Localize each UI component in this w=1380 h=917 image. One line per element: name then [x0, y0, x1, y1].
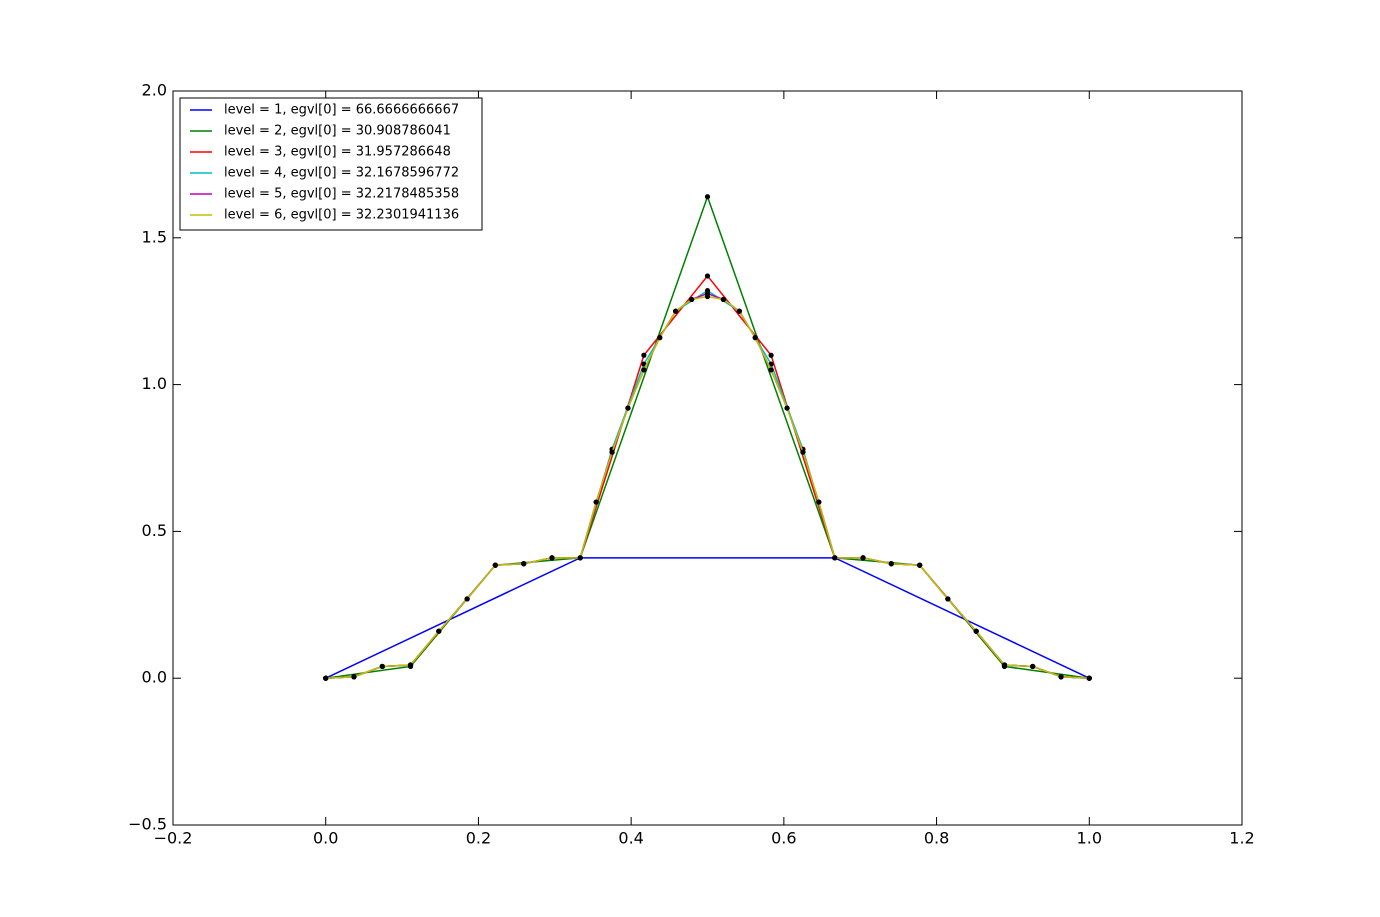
- data-point: [464, 596, 470, 602]
- data-point: [736, 308, 742, 314]
- data-point: [379, 663, 385, 670]
- data-point: [673, 308, 679, 314]
- data-point: [641, 367, 647, 373]
- legend-label: level = 4, egvl[0] = 32.1678596772: [224, 166, 459, 181]
- data-point: [752, 335, 758, 341]
- data-point: [945, 596, 951, 602]
- data-point: [323, 675, 329, 681]
- data-point: [888, 561, 894, 567]
- legend-frame: [179, 97, 483, 231]
- legend-label: level = 3, egvl[0] = 31.957286648: [224, 145, 451, 160]
- data-point: [1001, 662, 1008, 668]
- data-point: [704, 194, 711, 200]
- data-point: [704, 293, 711, 300]
- data-point: [917, 562, 923, 568]
- data-point: [1030, 663, 1036, 670]
- data-point: [625, 405, 631, 411]
- y-tick-label: 0.5: [142, 521, 167, 540]
- y-tick-label: 1.0: [142, 374, 167, 393]
- data-point: [577, 555, 583, 561]
- data-point: [973, 628, 979, 634]
- data-point: [593, 499, 599, 505]
- data-point: [407, 662, 414, 668]
- data-point: [549, 555, 555, 561]
- legend-label: level = 6, egvl[0] = 32.2301941136: [224, 208, 459, 223]
- x-tick-label: 1.2: [1229, 829, 1254, 848]
- legend-label: level = 2, egvl[0] = 30.908786041: [224, 124, 451, 139]
- data-point: [832, 555, 838, 561]
- x-tick-label: 0.6: [771, 829, 796, 848]
- data-point: [784, 405, 790, 411]
- y-tick-label: 0.0: [142, 668, 167, 687]
- y-tick-label: 2.0: [142, 81, 167, 100]
- data-point: [689, 296, 695, 303]
- data-point: [1086, 675, 1092, 681]
- data-point: [768, 352, 774, 358]
- data-point: [641, 352, 647, 358]
- x-tick-label: −0.2: [154, 829, 193, 848]
- series-line: [325, 557, 1090, 679]
- data-point: [521, 561, 527, 567]
- data-point: [860, 555, 866, 561]
- x-tick-label: 1.0: [1077, 829, 1102, 848]
- data-point: [720, 296, 726, 303]
- data-point: [657, 335, 663, 341]
- data-point: [641, 361, 647, 367]
- data-point: [816, 499, 822, 505]
- x-tick-label: 0.4: [618, 829, 643, 848]
- legend-label: level = 5, egvl[0] = 32.2178485358: [224, 187, 459, 202]
- data-point: [1058, 674, 1064, 680]
- data-point: [609, 449, 615, 455]
- y-tick-label: 1.5: [142, 227, 167, 246]
- x-tick-label: 0.0: [313, 829, 338, 848]
- data-point: [800, 449, 806, 455]
- data-point: [492, 562, 498, 568]
- x-tick-label: 0.8: [924, 829, 949, 848]
- x-tick-label: 0.2: [466, 829, 491, 848]
- data-point: [704, 273, 711, 279]
- y-tick-label: −0.5: [128, 815, 167, 834]
- data-point: [351, 674, 357, 680]
- plot-frame: [172, 90, 1243, 826]
- legend: level = 1, egvl[0] = 66.6666666667 level …: [179, 97, 483, 231]
- legend-label: level = 1, egvl[0] = 66.6666666667: [224, 103, 459, 118]
- data-point: [768, 361, 774, 367]
- data-point: [436, 628, 442, 634]
- data-point: [768, 367, 774, 373]
